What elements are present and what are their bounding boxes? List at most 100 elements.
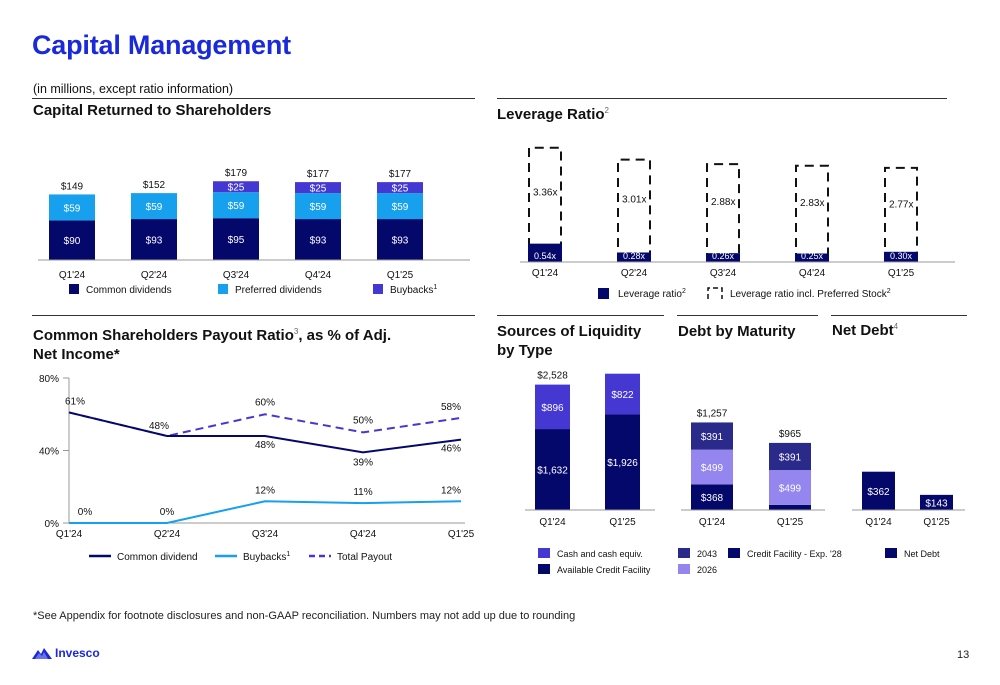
- total-label: $2,528: [537, 371, 568, 382]
- page-subtitle: (in millions, except ratio information): [33, 82, 234, 96]
- legend-label: 2026: [697, 565, 717, 575]
- data-label: $391: [779, 453, 802, 464]
- legend-swatch-dashed: [707, 287, 723, 299]
- category-label: Q1'24: [56, 529, 83, 540]
- data-label: 0.28x: [623, 251, 646, 261]
- legend-swatch: [678, 564, 690, 574]
- leverage-ratio-chart: 0.54x 3.36x Q1'24 0.28x 3.01x Q2'24 0.26x 2.88x…: [520, 146, 955, 300]
- data-label: $93: [146, 236, 163, 247]
- preferred-outline-bar: [617, 158, 651, 262]
- data-label: 48%: [149, 421, 169, 432]
- legend-swatch: [598, 288, 609, 299]
- mountain-logo-icon: [32, 648, 52, 659]
- category-label: Q1'24: [699, 517, 726, 528]
- data-label: $59: [64, 203, 81, 214]
- category-label: Q4'24: [799, 268, 826, 279]
- liquidity-title: Sources of Liquidity by Type: [497, 322, 641, 360]
- total-label: $177: [307, 169, 330, 180]
- category-label: Q4'24: [305, 270, 332, 281]
- payout-ratio-title: Common Shareholders Payout Ratio3, as % …: [33, 322, 391, 364]
- data-label-background: [532, 185, 559, 199]
- payout-ratio-chart: 0% 40% 80% Q1'24 Q2'24 Q3'24 Q4'24 Q1'25 61% 48% 4…: [39, 374, 475, 563]
- series-line: [69, 500, 462, 524]
- legend-swatch: [728, 548, 740, 558]
- data-label: $1,926: [607, 458, 638, 469]
- data-label-background: [621, 192, 648, 206]
- data-label: 11%: [353, 487, 372, 498]
- legend-swatch: [678, 548, 690, 558]
- bar-segment: [769, 442, 811, 471]
- total-label: $179: [225, 168, 248, 179]
- invesco-logo: Invesco: [32, 646, 100, 660]
- category-label: Q1'24: [59, 270, 86, 281]
- total-label: $177: [389, 169, 412, 180]
- legend-label-preferred: Leverage ratio incl. Preferred Stock2: [730, 288, 891, 300]
- legend-label-2: Buybacks1: [390, 284, 437, 296]
- leverage-bar: [617, 252, 651, 262]
- data-label: $822: [611, 390, 634, 401]
- data-label: 2.77x: [889, 199, 913, 210]
- data-label: $95: [228, 235, 245, 246]
- data-label: $59: [146, 202, 163, 213]
- legend-label-0: Common dividend: [117, 552, 198, 563]
- section-divider: [497, 315, 664, 316]
- bar-segment: [49, 194, 95, 221]
- page-title: Capital Management: [32, 30, 291, 60]
- y-tick-label: 0%: [45, 519, 60, 530]
- data-label: 58%: [441, 402, 461, 413]
- legend-swatch: [373, 284, 383, 294]
- liquidity-title-line1: Sources of Liquidity: [497, 323, 642, 340]
- section-divider: [32, 315, 475, 316]
- data-label: $25: [392, 184, 409, 195]
- bar-segment: [295, 219, 341, 260]
- net-debt-title: Net Debt4: [832, 322, 898, 339]
- category-label: Q3'24: [252, 529, 279, 540]
- bar-segment: [213, 192, 259, 219]
- bar-segment: [377, 193, 423, 220]
- liquidity-title-line2: by Type: [497, 342, 553, 359]
- data-label: $391: [701, 432, 724, 443]
- category-label: Q1'25: [387, 270, 414, 281]
- data-label: $90: [64, 236, 81, 247]
- bar-segment: [920, 494, 953, 510]
- data-label: $368: [701, 493, 724, 504]
- data-label: 12%: [255, 485, 275, 496]
- data-label: $499: [701, 463, 724, 474]
- category-label: Q1'24: [539, 517, 566, 528]
- data-label: $93: [310, 236, 327, 247]
- data-label: 60%: [255, 397, 275, 408]
- category-label: Q3'24: [223, 270, 250, 281]
- net-debt-title-text: Net Debt: [832, 322, 894, 339]
- total-label: $152: [143, 180, 166, 191]
- bar-segment: [691, 484, 733, 510]
- net-debt-footnote-mark: 4: [893, 322, 899, 331]
- preferred-outline-bar: [706, 163, 740, 262]
- legend-swatch: [218, 284, 228, 294]
- data-label: 0.54x: [534, 251, 557, 261]
- section-divider: [32, 98, 475, 99]
- leverage-ratio-title: Leverage Ratio2: [497, 106, 609, 123]
- payout-ratio-title-text: Common Shareholders Payout Ratio: [33, 327, 294, 344]
- bar-segment: [691, 422, 733, 450]
- data-label: $59: [310, 202, 327, 213]
- data-label: 0%: [160, 507, 175, 518]
- capital-returned-title: Capital Returned to Shareholders: [33, 102, 272, 119]
- bar-segment: [213, 218, 259, 260]
- data-label: 2.83x: [800, 198, 824, 209]
- bar-segment: [535, 384, 570, 430]
- category-label: Q1'25: [448, 529, 475, 540]
- legend-label: 2043: [697, 549, 717, 559]
- leverage-bar: [706, 253, 740, 262]
- bar-segment: [769, 504, 811, 510]
- bar-segment: [769, 470, 811, 505]
- category-label: Q2'24: [621, 268, 648, 279]
- data-label: $362: [867, 487, 890, 498]
- legend-label: Cash and cash equiv.: [557, 549, 643, 559]
- legend-label-1: Preferred dividends: [235, 285, 322, 296]
- bar-segment: [131, 219, 177, 260]
- legend-label: Net Debt: [904, 549, 940, 559]
- series-line: [68, 411, 462, 438]
- logo-text: Invesco: [55, 646, 100, 660]
- data-label: $499: [779, 483, 802, 494]
- data-label: 2.88x: [711, 197, 735, 208]
